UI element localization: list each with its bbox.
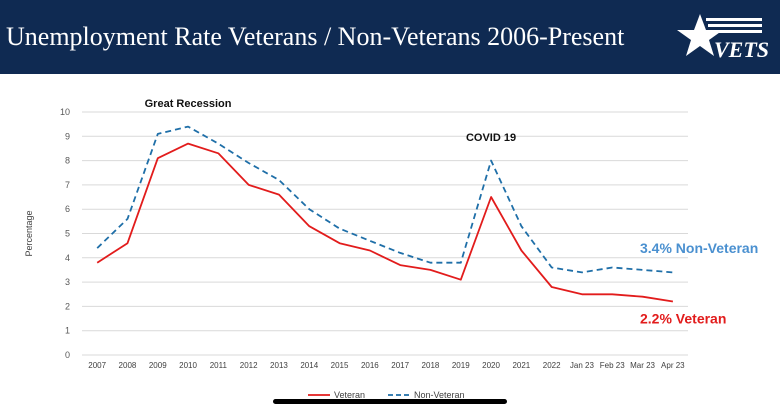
logo-text: VETS (714, 37, 768, 62)
y-tick-label: 6 (65, 204, 70, 214)
annotation-label: Great Recession (145, 98, 232, 110)
legend-label: Non-Veteran (414, 390, 465, 400)
home-indicator[interactable] (273, 399, 507, 404)
annotation-label: COVID 19 (466, 132, 516, 144)
end-label: 2.2% Veteran (640, 310, 726, 326)
y-tick-label: 10 (60, 107, 70, 117)
x-tick-label: 2012 (240, 361, 258, 370)
y-tick-label: 0 (65, 350, 70, 360)
x-tick-label: 2020 (482, 361, 500, 370)
series-line-veteran (96, 142, 674, 303)
x-tick-label: Jan 23 (570, 361, 595, 370)
x-tick-label: Apr 23 (661, 361, 685, 370)
y-tick-label: 3 (65, 277, 70, 287)
x-tick-label: 2009 (149, 361, 167, 370)
x-tick-label: Feb 23 (600, 361, 625, 370)
x-tick-label: Mar 23 (630, 361, 655, 370)
y-tick-label: 8 (65, 156, 70, 166)
x-tick-label: 2021 (512, 361, 530, 370)
x-tick-label: 2014 (300, 361, 318, 370)
y-tick-label: 5 (65, 229, 70, 239)
end-label: 3.4% Non-Veteran (640, 240, 758, 256)
y-tick-label: 7 (65, 180, 70, 190)
x-tick-label: 2011 (210, 361, 228, 370)
page-title: Unemployment Rate Veterans / Non-Veteran… (6, 22, 625, 51)
y-axis-label: Percentage (24, 210, 34, 256)
x-tick-label: 2008 (119, 361, 137, 370)
vets-logo: VETS (677, 14, 768, 62)
unemployment-chart: 0 1 2 3 4 5 6 7 8 9 10 Percentage 2007 2008 2009 2010 20… (24, 98, 758, 400)
x-tick-label: 2017 (391, 361, 409, 370)
x-tick-label: 2018 (422, 361, 440, 370)
y-tick-label: 1 (65, 326, 70, 336)
x-tick-label: 2010 (179, 361, 197, 370)
star-icon (677, 14, 723, 56)
y-tick-label: 2 (65, 301, 70, 311)
x-tick-label: 2013 (270, 361, 288, 370)
y-tick-label: 9 (65, 131, 70, 141)
header-banner: Unemployment Rate Veterans / Non-Veteran… (0, 0, 780, 74)
legend-label: Veteran (334, 390, 365, 400)
series-line-non-veteran (96, 125, 673, 274)
y-tick-label: 4 (65, 253, 70, 263)
x-tick-label: 2015 (331, 361, 349, 370)
x-tick-label: 2022 (543, 361, 561, 370)
logo-stripes (706, 18, 762, 33)
x-tick-label: 2007 (88, 361, 106, 370)
x-tick-label: 2019 (452, 361, 470, 370)
x-tick-label: 2016 (361, 361, 379, 370)
